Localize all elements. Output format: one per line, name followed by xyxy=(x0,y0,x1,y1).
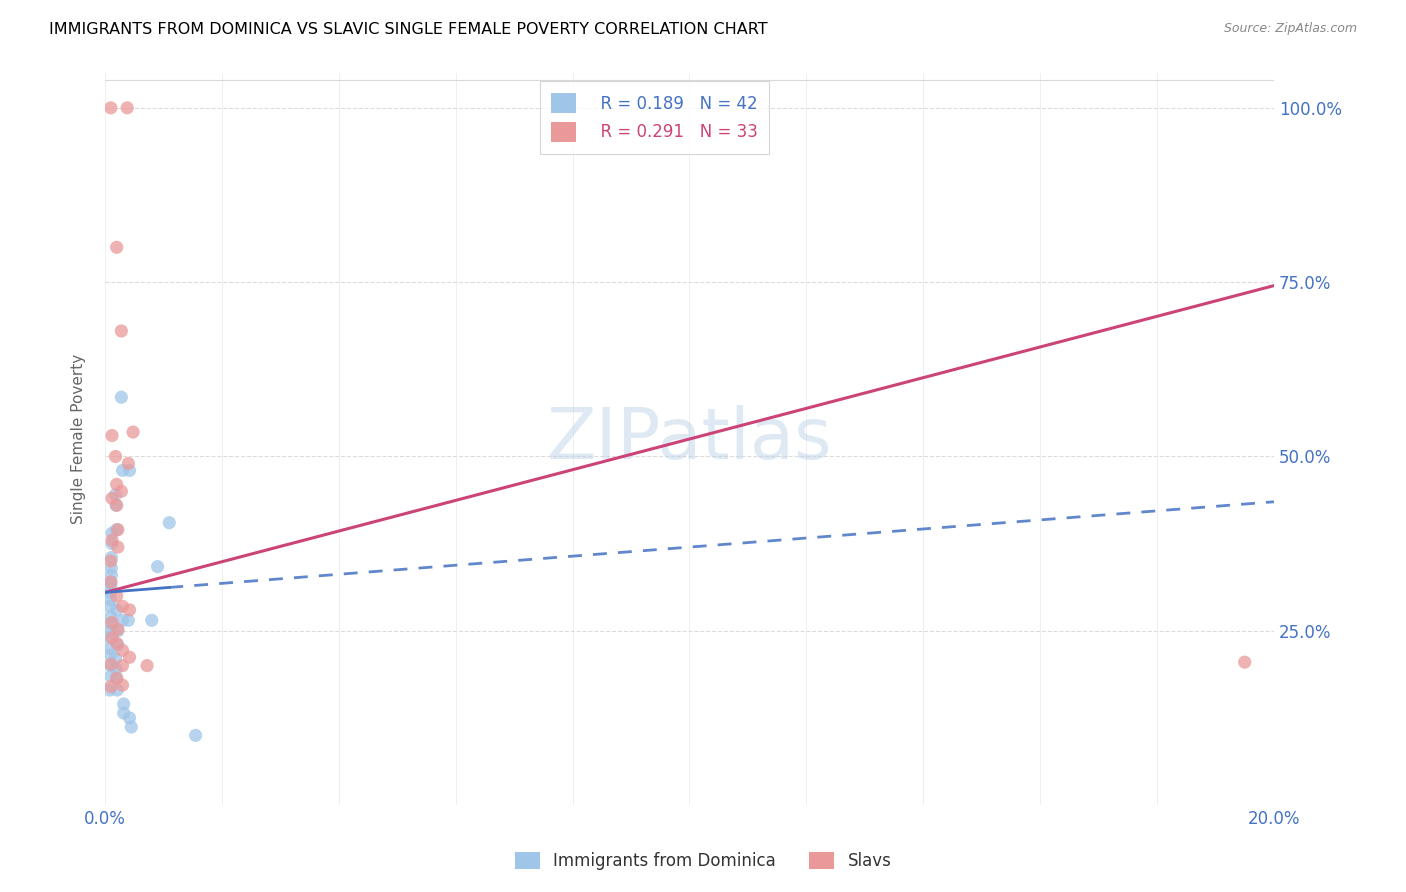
Point xyxy=(105,477,128,491)
Point xyxy=(105,603,128,617)
Point xyxy=(118,650,141,665)
Point xyxy=(105,498,128,512)
Point xyxy=(136,658,159,673)
Point xyxy=(105,662,128,676)
Point xyxy=(101,631,124,645)
Point xyxy=(111,613,134,627)
Point xyxy=(100,658,122,673)
Point xyxy=(105,523,128,537)
Point xyxy=(100,550,122,565)
Point xyxy=(100,680,122,694)
Point xyxy=(98,641,121,656)
Point xyxy=(98,683,121,698)
Point xyxy=(100,657,122,672)
Point xyxy=(100,561,122,575)
Point xyxy=(104,651,127,665)
Point xyxy=(184,728,207,742)
Point xyxy=(100,648,122,662)
Point xyxy=(115,101,138,115)
Point xyxy=(111,463,134,477)
Point xyxy=(120,720,142,734)
Point xyxy=(100,616,122,631)
Point xyxy=(98,592,121,607)
Point xyxy=(111,658,134,673)
Point xyxy=(98,599,121,614)
Point xyxy=(107,540,129,554)
Point xyxy=(101,536,124,550)
Point xyxy=(100,624,122,638)
Point xyxy=(105,636,128,650)
Point xyxy=(101,526,124,541)
Point xyxy=(101,428,124,442)
Point xyxy=(105,683,128,698)
Point xyxy=(110,390,132,404)
Text: IMMIGRANTS FROM DOMINICA VS SLAVIC SINGLE FEMALE POVERTY CORRELATION CHART: IMMIGRANTS FROM DOMINICA VS SLAVIC SINGL… xyxy=(49,22,768,37)
Point xyxy=(122,425,145,439)
Point xyxy=(117,613,139,627)
Point xyxy=(104,450,127,464)
Point xyxy=(141,613,163,627)
Point xyxy=(105,671,128,685)
Point xyxy=(118,603,141,617)
Legend:   R = 0.189   N = 42,   R = 0.291   N = 33: R = 0.189 N = 42, R = 0.291 N = 33 xyxy=(540,81,769,153)
Point xyxy=(100,585,122,599)
Point xyxy=(105,498,128,512)
Point xyxy=(101,615,124,630)
Point xyxy=(111,599,134,614)
Point xyxy=(100,101,122,115)
Text: Source: ZipAtlas.com: Source: ZipAtlas.com xyxy=(1223,22,1357,36)
Point xyxy=(98,631,121,645)
Point xyxy=(100,574,122,589)
Point xyxy=(105,589,128,603)
Point xyxy=(1233,655,1256,669)
Point xyxy=(105,671,128,685)
Point xyxy=(100,578,122,592)
Point xyxy=(111,643,134,657)
Point xyxy=(107,624,129,638)
Legend: Immigrants from Dominica, Slavs: Immigrants from Dominica, Slavs xyxy=(508,845,898,877)
Point xyxy=(105,240,128,254)
Point xyxy=(107,523,129,537)
Point xyxy=(117,457,139,471)
Point xyxy=(112,706,135,720)
Point xyxy=(100,568,122,582)
Point xyxy=(118,463,141,477)
Point xyxy=(118,711,141,725)
Point xyxy=(100,554,122,568)
Point xyxy=(107,638,129,652)
Point xyxy=(157,516,180,530)
Point xyxy=(104,488,127,502)
Point xyxy=(112,697,135,711)
Point xyxy=(146,559,169,574)
Point xyxy=(101,491,124,506)
Point xyxy=(100,669,122,683)
Text: ZIPatlas: ZIPatlas xyxy=(547,405,832,474)
Point xyxy=(110,324,132,338)
Y-axis label: Single Female Poverty: Single Female Poverty xyxy=(72,354,86,524)
Point xyxy=(100,610,122,624)
Point xyxy=(107,623,129,637)
Point xyxy=(100,574,122,589)
Point xyxy=(110,484,132,499)
Point xyxy=(111,678,134,692)
Point xyxy=(101,533,124,548)
